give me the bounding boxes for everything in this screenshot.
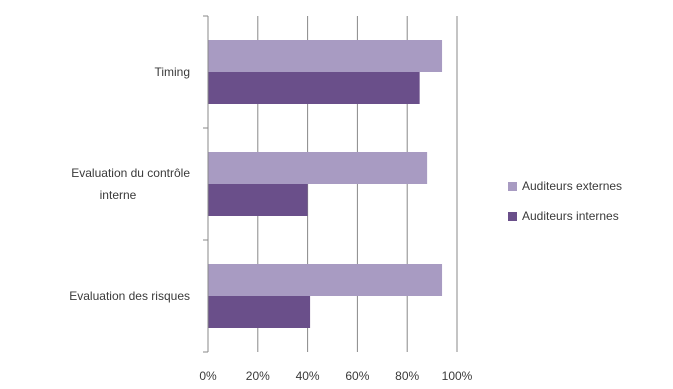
- bar-internes: [208, 72, 420, 104]
- legend-swatch-externes: [508, 181, 517, 191]
- x-tick-labels: 0% 20% 40% 60% 80% 100%: [199, 369, 472, 383]
- bar-externes: [208, 264, 443, 296]
- bar-internes: [208, 296, 311, 328]
- x-tick-label: 20%: [246, 369, 270, 383]
- category-label: Evaluation du contrôle: [71, 166, 190, 180]
- category-label: Evaluation des risques: [69, 289, 190, 303]
- legend-item-internes: Auditeurs internes: [508, 206, 622, 226]
- y-axis: [203, 15, 209, 353]
- x-tick-label: 80%: [395, 369, 419, 383]
- bars: [208, 40, 443, 328]
- legend-swatch-internes: [508, 211, 517, 221]
- category-label: interne: [100, 188, 137, 202]
- bar-internes: [208, 184, 308, 216]
- x-tick-label: 0%: [199, 369, 217, 383]
- bar-externes: [208, 152, 428, 184]
- x-tick-label: 100%: [442, 369, 473, 383]
- category-label: Timing: [154, 65, 190, 79]
- legend-label-externes: Auditeurs externes: [522, 179, 623, 193]
- legend: Auditeurs externes Auditeurs internes: [508, 176, 622, 236]
- x-tick-label: 60%: [345, 369, 369, 383]
- bar-externes: [208, 40, 443, 72]
- legend-label-internes: Auditeurs internes: [522, 209, 619, 223]
- x-tick-label: 40%: [296, 369, 320, 383]
- legend-item-externes: Auditeurs externes: [508, 176, 622, 196]
- category-labels: Timing Evaluation du contrôle interne Evalu…: [69, 65, 190, 303]
